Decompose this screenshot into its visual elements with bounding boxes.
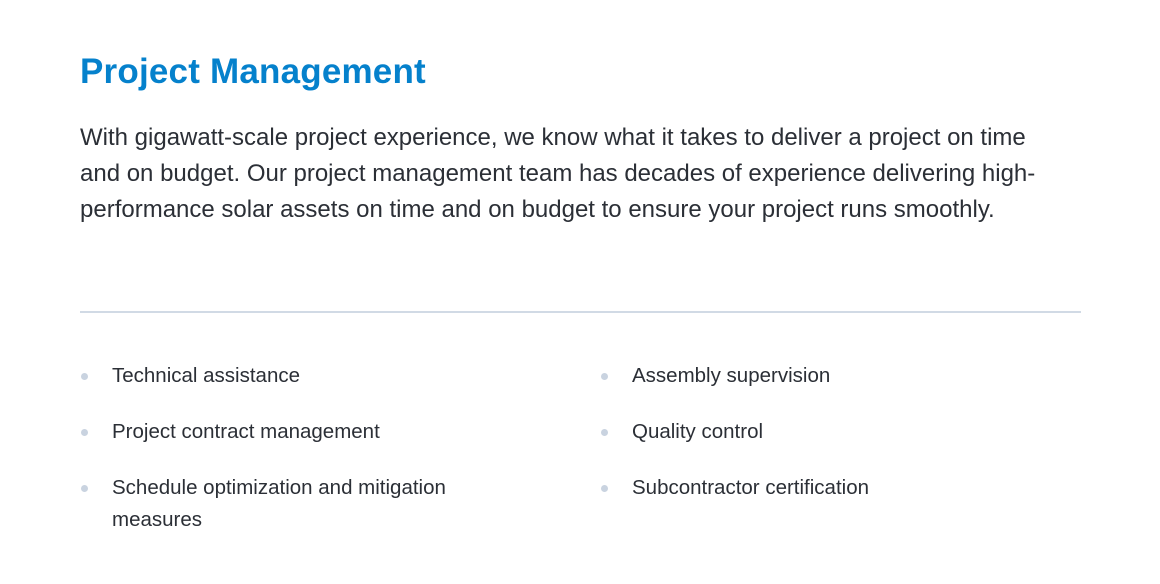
list-item: Quality control [600,416,1040,448]
list-item: Technical assistance [80,360,520,392]
list-item-label: Technical assistance [112,364,301,387]
services-list-right: Assembly supervision Quality control Sub… [600,360,1040,528]
list-item-label: Quality control [632,420,764,443]
bullet-icon [81,429,88,436]
bullet-icon [601,373,608,380]
bullet-icon [601,429,608,436]
bullet-icon [81,485,88,492]
list-item: Assembly supervision [600,360,1040,392]
intro-paragraph: With gigawatt-scale project experience, … [80,124,1036,223]
bullet-icon [601,485,608,492]
bullet-icon [81,373,88,380]
list-item-label: Project contract management [112,420,380,443]
list-item-label: Assembly supervision [632,364,831,387]
list-item-label: Schedule optimization and mitigation mea… [112,476,446,531]
list-item-label: Subcontractor certification [632,476,870,499]
list-item: Project contract management [80,416,520,448]
list-item: Subcontractor certification [600,472,1040,504]
section-title: Project Management [80,52,426,91]
services-list-left: Technical assistance Project contract ma… [80,360,520,560]
list-item: Schedule optimization and mitigation mea… [80,472,520,536]
divider [80,311,1081,313]
